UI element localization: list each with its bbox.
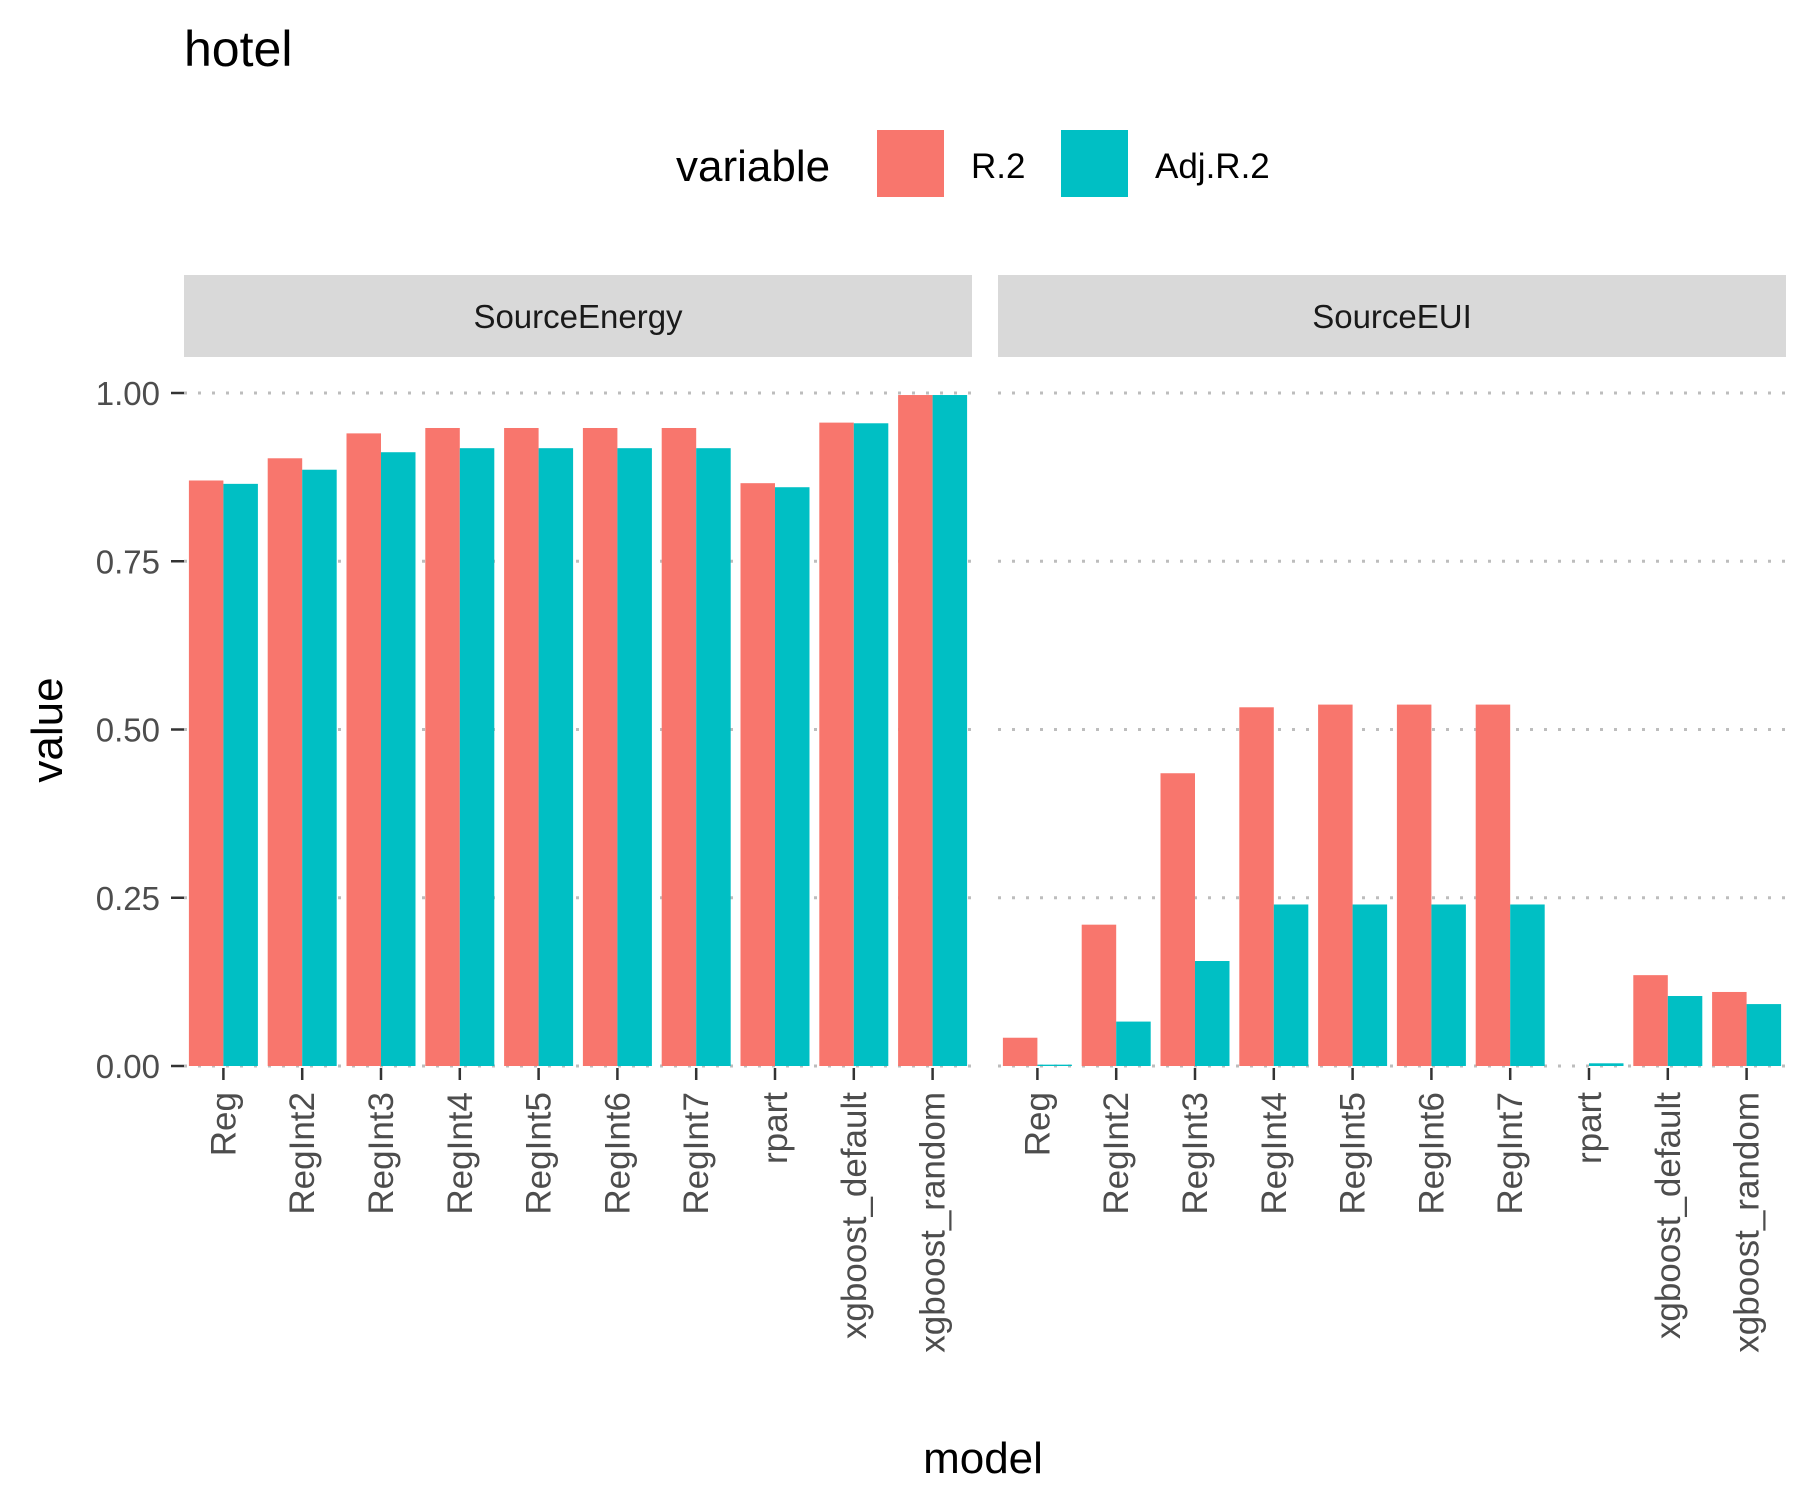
facet-strip xyxy=(184,275,972,357)
chart-title: hotel xyxy=(184,21,292,77)
bar-sourceenergy-regint5-r-2 xyxy=(504,427,539,1067)
bar-sourceeui-reg-adj-r-2 xyxy=(1037,1064,1072,1066)
legend-label-adjr2: Adj.R.2 xyxy=(1155,147,1270,186)
legend-title: variable xyxy=(676,142,830,191)
bar-sourceenergy-rpart-r-2 xyxy=(740,483,775,1066)
y-tick-label: 0.00 xyxy=(96,1048,160,1085)
bar-sourceenergy-regint3-r-2 xyxy=(346,433,381,1066)
x-tick-label: RegInt2 xyxy=(283,1092,322,1215)
x-tick-label: xgboost_default xyxy=(835,1092,874,1339)
bar-sourceenergy-regint6-adj-r-2 xyxy=(617,448,652,1066)
legend-key-r2 xyxy=(877,130,944,197)
x-tick-label: RegInt7 xyxy=(1491,1092,1530,1215)
x-tick-label: RegInt3 xyxy=(1176,1092,1215,1215)
bar-sourceenergy-regint7-adj-r-2 xyxy=(696,448,731,1066)
bar-sourceenergy-reg-r-2 xyxy=(188,480,224,1066)
bar-sourceeui-regint4-r-2 xyxy=(1239,707,1274,1066)
facet-strip-label: SourceEnergy xyxy=(473,298,683,335)
x-tick-label: RegInt3 xyxy=(362,1092,401,1215)
y-tick-label: 0.75 xyxy=(96,543,160,580)
bar-sourceenergy-reg-adj-r-2 xyxy=(223,483,258,1067)
bar-sourceenergy-regint7-r-2 xyxy=(661,427,697,1067)
x-tick-label: RegInt6 xyxy=(1412,1092,1451,1215)
facet-strip xyxy=(998,275,1786,357)
bar-sourceeui-regint3-adj-r-2 xyxy=(1195,961,1230,1066)
x-tick-label: RegInt7 xyxy=(677,1092,716,1215)
bar-sourceeui-regint2-r-2 xyxy=(1081,924,1117,1066)
legend: variable R.2 Adj.R.2 xyxy=(676,130,1270,197)
bar-sourceenergy-regint5-adj-r-2 xyxy=(538,448,574,1066)
y-tick-label: 0.50 xyxy=(96,712,160,749)
bar-sourceeui-xgboost-random-r-2 xyxy=(1712,991,1747,1066)
bar-sourceeui-xgboost-random-adj-r-2 xyxy=(1746,1004,1782,1066)
x-tick-label: rpart xyxy=(1570,1092,1609,1164)
x-tick-label: RegInt6 xyxy=(598,1092,637,1215)
bar-sourceeui-xgboost-default-r-2 xyxy=(1633,975,1668,1066)
x-tick-label: xgboost_random xyxy=(914,1092,953,1353)
bar-sourceeui-regint6-adj-r-2 xyxy=(1431,904,1466,1066)
bar-sourceeui-regint5-adj-r-2 xyxy=(1352,904,1388,1066)
y-tick-label: 1.00 xyxy=(96,375,160,412)
bar-sourceenergy-xgboost-random-r-2 xyxy=(898,395,933,1066)
x-tick-label: RegInt4 xyxy=(1255,1092,1294,1215)
bar-sourceeui-regint3-r-2 xyxy=(1160,773,1195,1066)
bar-sourceeui-rpart-adj-r-2 xyxy=(1589,1063,1624,1066)
legend-key-adjr2 xyxy=(1061,130,1128,197)
bar-sourceeui-regint7-adj-r-2 xyxy=(1510,904,1545,1066)
bar-sourceenergy-regint4-r-2 xyxy=(425,427,460,1067)
panel-sourceeui: SourceEUI Reg RegInt2 RegInt3 RegInt4 RegInt5… xyxy=(998,275,1786,1353)
x-tick-label: Reg xyxy=(204,1092,243,1156)
x-tick-label: RegInt5 xyxy=(520,1092,559,1215)
bar-sourceeui-regint6-r-2 xyxy=(1396,704,1432,1066)
facet-strip-label: SourceEUI xyxy=(1312,298,1472,335)
panel-sourceenergy: SourceEnergy Reg RegInt2 RegInt3 RegInt4 RegI… xyxy=(184,275,972,1353)
legend-label-r2: R.2 xyxy=(971,147,1025,186)
y-axis: 0.00 0.25 0.50 0.75 1.00 xyxy=(96,375,184,1085)
bar-sourceenergy-regint2-adj-r-2 xyxy=(302,469,337,1066)
bar-sourceenergy-rpart-adj-r-2 xyxy=(775,487,810,1067)
x-tick-label: RegInt2 xyxy=(1097,1092,1136,1215)
x-axis-title: model xyxy=(923,1434,1043,1483)
bar-sourceenergy-regint4-adj-r-2 xyxy=(459,448,495,1066)
y-axis-title: value xyxy=(23,677,72,782)
bar-sourceenergy-regint2-r-2 xyxy=(267,458,303,1066)
x-tick-label: xgboost_default xyxy=(1649,1092,1688,1339)
x-tick-label: rpart xyxy=(756,1092,795,1164)
y-tick-label: 0.25 xyxy=(96,880,160,917)
bar-sourceeui-xgboost-default-adj-r-2 xyxy=(1667,996,1703,1066)
facet-panels: SourceEnergy Reg RegInt2 RegInt3 RegInt4 RegI… xyxy=(184,275,1786,1353)
x-tick-label: Reg xyxy=(1018,1092,1057,1156)
bar-sourceenergy-xgboost-default-adj-r-2 xyxy=(853,423,889,1066)
x-tick-label: RegInt5 xyxy=(1334,1092,1373,1215)
bar-sourceenergy-xgboost-random-adj-r-2 xyxy=(932,395,968,1066)
bar-sourceenergy-regint6-r-2 xyxy=(582,427,618,1067)
x-tick-label: xgboost_random xyxy=(1728,1092,1767,1353)
bar-sourceeui-reg-r-2 xyxy=(1002,1037,1038,1066)
x-tick-label: RegInt4 xyxy=(441,1092,480,1215)
bar-sourceenergy-regint3-adj-r-2 xyxy=(381,452,416,1066)
bar-sourceeui-regint7-r-2 xyxy=(1475,704,1511,1066)
bar-sourceeui-regint5-r-2 xyxy=(1318,704,1353,1066)
bar-sourceeui-regint2-adj-r-2 xyxy=(1116,1021,1151,1066)
bar-sourceenergy-xgboost-default-r-2 xyxy=(819,422,854,1066)
bar-sourceeui-regint4-adj-r-2 xyxy=(1273,904,1309,1066)
